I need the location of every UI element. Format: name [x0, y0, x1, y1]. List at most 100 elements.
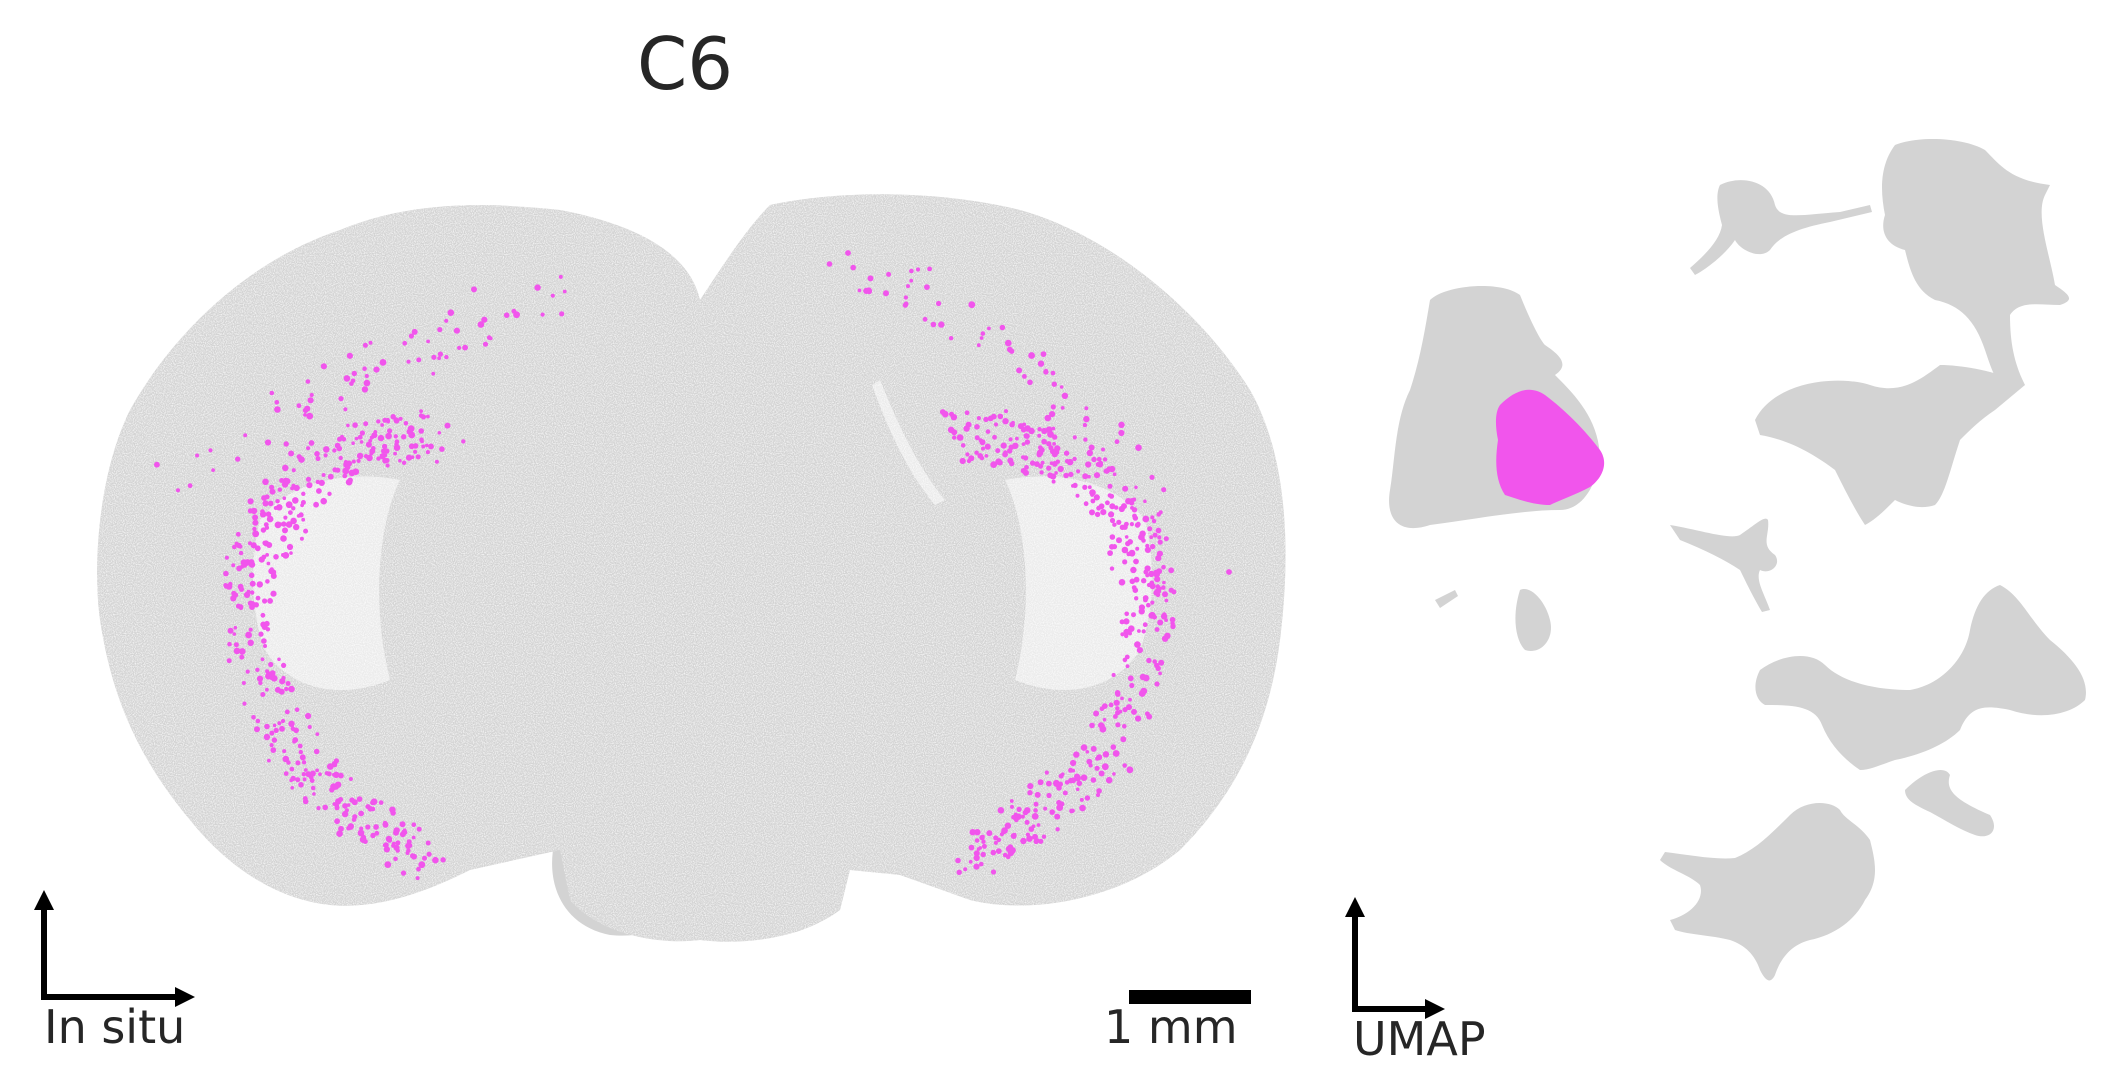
highlight-cell-73 [320, 497, 328, 505]
highlight-cell-402 [374, 830, 380, 836]
highlight-cell-637 [1154, 627, 1160, 632]
highlight-cell-339 [400, 870, 407, 876]
highlight-cell-691 [1122, 724, 1127, 729]
highlight-cell-777 [1154, 576, 1161, 583]
highlight-cell-396 [359, 826, 364, 831]
highlight-cell-494 [481, 316, 488, 323]
highlight-cell-918 [1044, 770, 1049, 775]
highlight-cell-925 [1062, 790, 1068, 796]
highlight-cell-1009 [915, 267, 921, 272]
highlight-cell-224 [262, 500, 269, 507]
highlight-cell-315 [363, 421, 369, 427]
highlight-cell-502 [379, 359, 387, 366]
highlight-cell-703 [1063, 450, 1070, 456]
highlight-cell-518 [1146, 657, 1152, 664]
highlight-cell-288 [305, 712, 312, 720]
highlight-cell-910 [979, 861, 984, 867]
highlight-cell-452 [309, 392, 314, 398]
insitu-axis-arrows [34, 890, 195, 1007]
highlight-cell-915 [1070, 759, 1077, 767]
highlight-cell-615 [1161, 585, 1166, 590]
highlight-cell-668 [1051, 479, 1056, 484]
highlight-cell-261 [255, 667, 260, 672]
highlight-cell-149 [405, 454, 413, 461]
highlight-cell-985 [903, 295, 909, 300]
highlight-cell-398 [416, 826, 422, 832]
highlight-cell-243 [420, 414, 427, 420]
highlight-cell-621 [1109, 503, 1116, 510]
highlight-cell-316 [280, 718, 286, 724]
highlight-cell-726 [1135, 521, 1141, 527]
highlight-cell-38 [352, 422, 358, 428]
highlight-cell-635 [1024, 465, 1029, 470]
highlight-cell-414 [329, 787, 335, 793]
highlight-cell-815 [1148, 570, 1155, 578]
highlight-cell-299 [406, 428, 413, 435]
highlight-cell-869 [1001, 827, 1008, 834]
highlight-cell-93 [382, 417, 388, 423]
highlight-cell-106 [316, 488, 322, 494]
highlight-cell-96 [264, 525, 270, 530]
highlight-cell-780 [1151, 518, 1157, 524]
highlight-cell-199 [262, 478, 269, 486]
highlight-cell-209 [385, 432, 392, 440]
highlight-cell-67 [279, 725, 285, 732]
highlight-cell-955 [1118, 421, 1125, 428]
highlight-cell-920 [999, 832, 1005, 837]
highlight-cell-558 [1168, 567, 1175, 574]
highlight-cell-183 [332, 448, 337, 453]
highlight-cell-778 [1054, 471, 1058, 475]
highlight-cell-63 [288, 685, 295, 693]
highlight-cell-400 [399, 831, 406, 838]
highlight-cell-893 [973, 854, 980, 862]
highlight-cell-984 [1088, 444, 1095, 451]
highlight-cell-857 [955, 857, 961, 864]
highlight-cell-37 [426, 414, 430, 419]
highlight-cell-172 [249, 580, 256, 587]
highlight-cell-992 [1050, 404, 1056, 410]
highlight-cell-995 [1084, 406, 1089, 411]
highlight-cell-1001 [1082, 422, 1088, 428]
highlight-cell-805 [1153, 569, 1160, 576]
highlight-cell-993 [938, 321, 945, 328]
highlight-cell-466 [402, 340, 408, 346]
highlight-cell-524 [1072, 435, 1077, 440]
highlight-cell-839 [968, 859, 973, 864]
highlight-cell-242 [315, 479, 320, 485]
highlight-cell-845 [974, 829, 981, 836]
highlight-cell-117 [351, 459, 356, 464]
highlight-cell-529 [1122, 559, 1128, 565]
highlight-cell-321 [440, 857, 446, 863]
highlight-cell-699 [995, 448, 1001, 454]
highlight-cell-1002 [1027, 379, 1033, 386]
highlight-cell-475 [408, 333, 414, 339]
highlight-cell-752 [1041, 427, 1048, 435]
highlight-cell-446 [243, 433, 248, 438]
highlight-cell-623 [1076, 469, 1081, 474]
highlight-cell-559 [1109, 517, 1116, 524]
highlight-cell-589 [1105, 500, 1110, 506]
highlight-cell-332 [342, 803, 348, 809]
highlight-cell-187 [299, 536, 304, 541]
highlight-cell-941 [1031, 824, 1036, 829]
highlight-cell-671 [1082, 473, 1089, 480]
highlight-cell-441 [457, 345, 462, 350]
highlight-cell-792 [1108, 511, 1115, 518]
highlight-cell-575 [1002, 418, 1009, 425]
highlight-cell-735 [1162, 580, 1166, 585]
highlight-cell-759 [985, 429, 991, 434]
highlight-cell-745 [952, 435, 957, 440]
highlight-cell-42 [303, 528, 309, 534]
highlight-cell-971 [1150, 515, 1155, 520]
highlight-cell-104 [296, 514, 301, 518]
highlight-cell-319 [238, 544, 243, 549]
umap-cluster-top-right [1882, 138, 2070, 389]
highlight-cell-605 [974, 450, 979, 455]
highlight-cell-718 [1098, 722, 1105, 729]
highlight-cell-12 [248, 572, 255, 579]
highlight-cell-557 [1120, 696, 1124, 701]
highlight-cell-956 [968, 301, 976, 309]
highlight-cell-710 [1124, 521, 1129, 527]
highlight-cell-660 [1162, 591, 1168, 598]
highlight-cell-365 [303, 768, 308, 772]
